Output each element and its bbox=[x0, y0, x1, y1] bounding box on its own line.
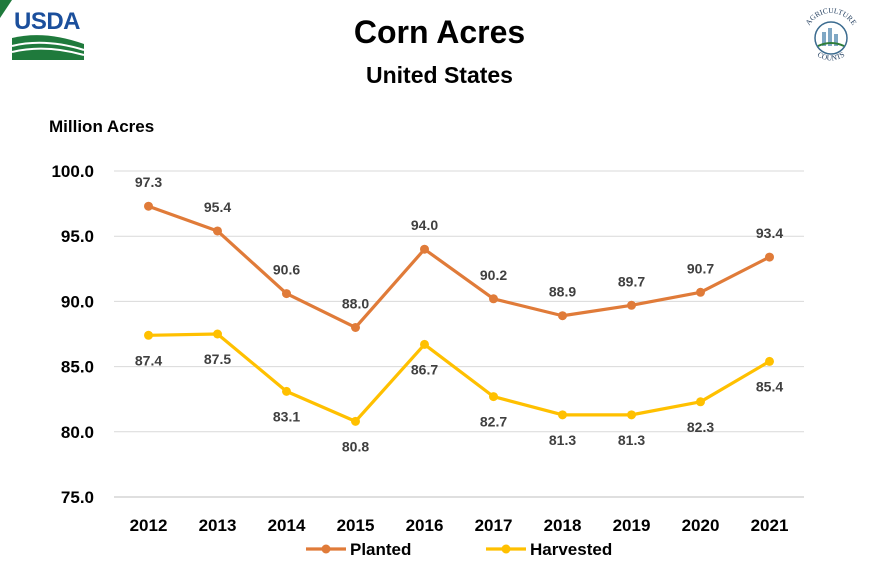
data-point-harvested bbox=[558, 410, 567, 420]
data-point-planted bbox=[420, 244, 429, 254]
data-point-harvested bbox=[765, 356, 774, 366]
agriculture-counts-logo: AGRICULTURE COUNTS bbox=[796, 2, 866, 72]
ag-logo-bottom-text: COUNTS bbox=[816, 50, 846, 63]
x-tick-label: 2012 bbox=[130, 516, 168, 535]
x-tick-label: 2020 bbox=[682, 516, 720, 535]
data-label-harvested: 81.3 bbox=[618, 432, 645, 448]
data-label-planted: 97.3 bbox=[135, 174, 162, 190]
y-tick-label: 75.0 bbox=[61, 488, 94, 507]
y-axis-title: Million Acres bbox=[49, 117, 155, 136]
usda-logo-graphic bbox=[0, 0, 85, 60]
legend-label-planted: Planted bbox=[350, 540, 411, 559]
data-label-harvested: 85.4 bbox=[756, 378, 783, 394]
data-point-planted bbox=[144, 201, 153, 211]
legend-label-harvested: Harvested bbox=[530, 540, 612, 559]
y-tick-label: 100.0 bbox=[51, 162, 94, 181]
y-tick-label: 95.0 bbox=[61, 227, 94, 246]
data-point-harvested bbox=[696, 397, 705, 407]
chart-subtitle: United States bbox=[366, 62, 513, 88]
data-point-planted bbox=[558, 311, 567, 321]
data-point-harvested bbox=[213, 329, 222, 339]
x-tick-label: 2015 bbox=[337, 516, 375, 535]
y-tick-label: 80.0 bbox=[61, 423, 94, 442]
data-label-planted: 95.4 bbox=[204, 199, 231, 215]
y-tick-label: 90.0 bbox=[61, 292, 94, 311]
x-tick-label: 2016 bbox=[406, 516, 444, 535]
data-label-harvested: 81.3 bbox=[549, 432, 576, 448]
data-label-harvested: 87.5 bbox=[204, 351, 231, 367]
svg-text:COUNTS: COUNTS bbox=[816, 50, 846, 63]
x-tick-label: 2013 bbox=[199, 516, 237, 535]
data-label-harvested: 82.3 bbox=[687, 419, 714, 435]
data-label-planted: 90.6 bbox=[273, 262, 300, 278]
data-point-harvested bbox=[420, 339, 429, 349]
data-label-harvested: 86.7 bbox=[411, 361, 438, 377]
data-point-planted bbox=[351, 322, 360, 332]
x-tick-label: 2018 bbox=[544, 516, 582, 535]
data-label-planted: 90.2 bbox=[480, 267, 507, 283]
x-tick-label: 2014 bbox=[268, 516, 306, 535]
data-point-harvested bbox=[627, 410, 636, 420]
data-point-harvested bbox=[351, 416, 360, 426]
usda-logo: USDA bbox=[0, 0, 92, 66]
data-label-harvested: 82.7 bbox=[480, 414, 507, 430]
data-label-harvested: 87.4 bbox=[135, 352, 162, 368]
x-tick-label: 2019 bbox=[613, 516, 651, 535]
usda-logo-text: USDA bbox=[14, 8, 81, 35]
x-tick-label: 2017 bbox=[475, 516, 513, 535]
data-point-planted bbox=[627, 300, 636, 310]
data-point-planted bbox=[765, 252, 774, 262]
data-point-planted bbox=[282, 289, 291, 299]
data-point-planted bbox=[489, 294, 498, 304]
chart-title: Corn Acres bbox=[353, 14, 526, 50]
data-label-harvested: 80.8 bbox=[342, 438, 369, 454]
data-point-planted bbox=[213, 226, 222, 236]
data-point-harvested bbox=[144, 330, 153, 340]
y-tick-label: 85.0 bbox=[61, 358, 94, 377]
data-point-planted bbox=[696, 287, 705, 297]
data-label-planted: 89.7 bbox=[618, 273, 645, 289]
data-label-planted: 88.0 bbox=[342, 295, 369, 311]
legend-marker-planted bbox=[321, 544, 331, 554]
data-label-planted: 88.9 bbox=[549, 284, 576, 300]
data-label-planted: 93.4 bbox=[756, 225, 783, 241]
series-line-planted bbox=[147, 204, 771, 330]
data-point-harvested bbox=[489, 392, 498, 402]
x-tick-label: 2021 bbox=[751, 516, 789, 535]
series-line-harvested bbox=[148, 332, 771, 423]
data-label-planted: 90.7 bbox=[687, 260, 714, 276]
data-point-harvested bbox=[282, 386, 291, 396]
data-label-harvested: 83.1 bbox=[273, 408, 300, 424]
legend-marker-harvested bbox=[501, 544, 511, 554]
data-label-planted: 94.0 bbox=[411, 217, 438, 233]
